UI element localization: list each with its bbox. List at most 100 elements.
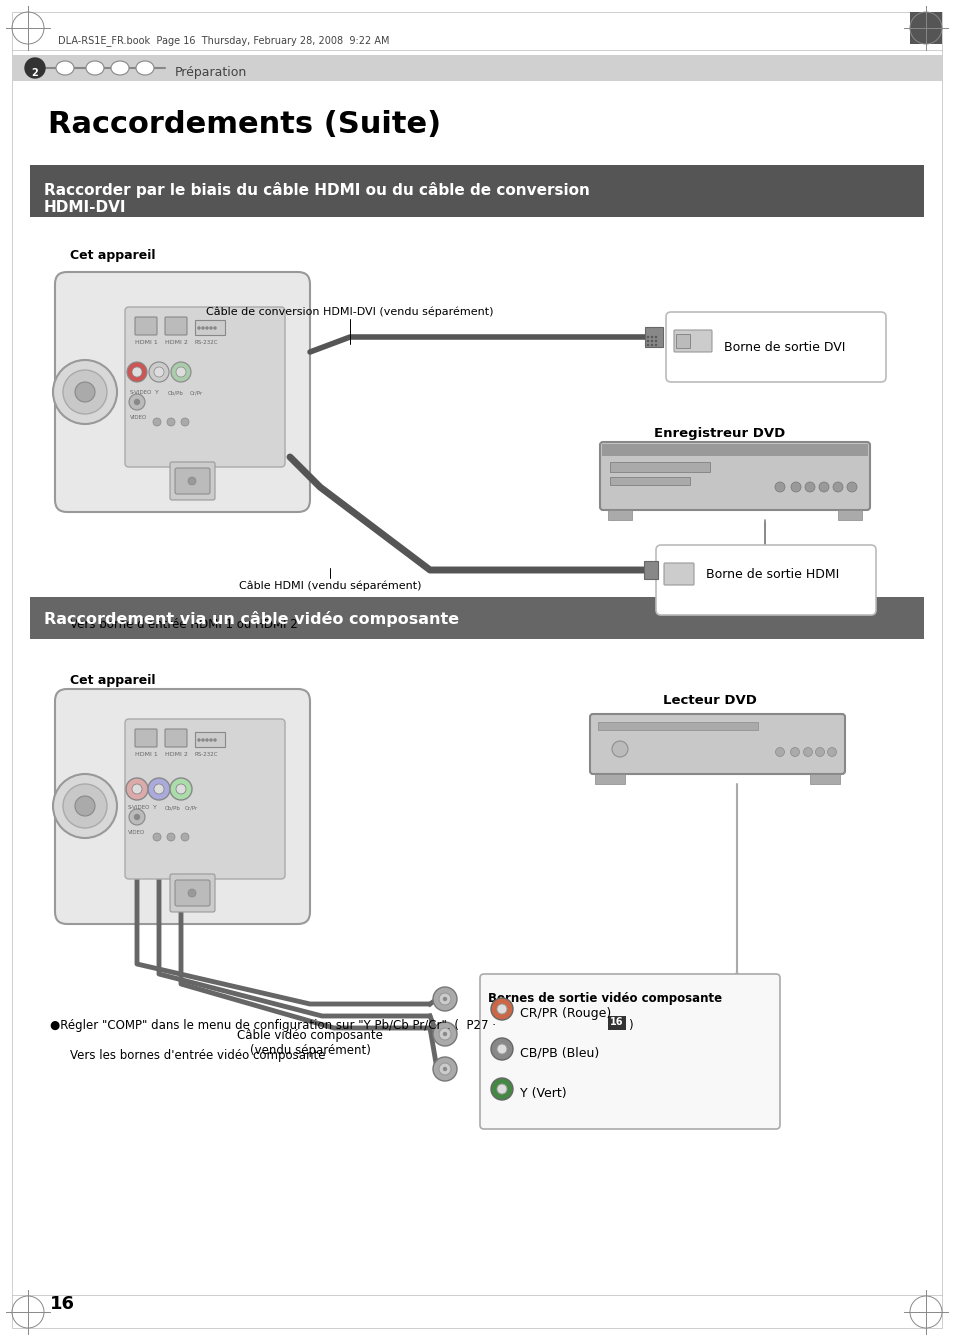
Text: Raccorder par le biais du câble HDMI ou du câble de conversion: Raccorder par le biais du câble HDMI ou … [44,182,589,198]
FancyBboxPatch shape [55,689,310,925]
FancyBboxPatch shape [170,462,214,500]
Text: Raccordement via un câble vidéo composante: Raccordement via un câble vidéo composan… [44,611,458,627]
Circle shape [153,367,164,377]
FancyBboxPatch shape [174,468,210,494]
Bar [644,327,662,347]
Circle shape [213,738,216,741]
Text: CB/PB (Bleu): CB/PB (Bleu) [519,1047,598,1060]
Circle shape [433,1022,456,1047]
Circle shape [442,1032,447,1036]
Bar [30,165,923,217]
Text: DLA-RS1E_FR.book  Page 16  Thursday, February 28, 2008  9:22 AM: DLA-RS1E_FR.book Page 16 Thursday, Febru… [58,35,389,46]
Circle shape [832,482,842,492]
Circle shape [442,1067,447,1071]
Circle shape [491,1038,513,1060]
Text: 16: 16 [610,1017,623,1026]
Circle shape [646,340,648,342]
Text: HDMI 1: HDMI 1 [135,752,157,757]
Circle shape [152,833,161,842]
Text: Y: Y [154,390,159,395]
Circle shape [175,367,186,377]
Text: Lecteur DVD: Lecteur DVD [662,694,756,708]
Text: CR/PR (Rouge): CR/PR (Rouge) [519,1006,611,1020]
Bar [194,732,225,746]
Bar [607,511,631,520]
FancyBboxPatch shape [174,880,210,906]
Circle shape [438,1028,451,1040]
Bar [12,55,941,80]
Circle shape [152,418,161,426]
Circle shape [497,1084,506,1093]
Text: RS-232C: RS-232C [194,340,218,344]
Circle shape [53,360,117,423]
Text: Borne de sortie DVI: Borne de sortie DVI [723,340,844,354]
Text: HDMI 1: HDMI 1 [135,340,157,344]
Circle shape [63,784,107,828]
Circle shape [75,796,95,816]
Circle shape [612,741,627,757]
Text: Borne de sortie HDMI: Borne de sortie HDMI [705,568,839,580]
Circle shape [75,382,95,402]
Text: Enregistreur DVD: Enregistreur DVD [654,427,785,440]
Text: Câble HDMI (vendu séparément): Câble HDMI (vendu séparément) [238,580,421,591]
Text: Cb/Pb: Cb/Pb [165,805,181,809]
Circle shape [433,988,456,1010]
Circle shape [650,336,652,338]
FancyBboxPatch shape [589,714,844,775]
Bar [609,462,709,472]
FancyBboxPatch shape [170,874,214,913]
Circle shape [646,336,648,338]
Circle shape [53,775,117,838]
Text: VIDEO: VIDEO [128,829,145,835]
Circle shape [497,1004,506,1014]
Ellipse shape [56,62,74,75]
Circle shape [201,738,204,741]
Circle shape [650,344,652,346]
FancyBboxPatch shape [165,729,187,746]
Circle shape [25,58,45,78]
Circle shape [133,813,140,820]
Ellipse shape [111,62,129,75]
Circle shape [433,1057,456,1081]
Circle shape [491,1077,513,1100]
Circle shape [655,336,657,338]
Circle shape [126,779,148,800]
Circle shape [188,477,195,485]
Text: Y (Vert): Y (Vert) [519,1087,566,1100]
Bar [909,12,941,44]
Circle shape [646,344,648,346]
Circle shape [205,738,209,741]
Circle shape [213,327,216,330]
Circle shape [790,748,799,757]
Text: S-VIDEO: S-VIDEO [130,390,152,395]
FancyBboxPatch shape [135,318,157,335]
Circle shape [790,482,801,492]
Text: Bornes de sortie vidéo composante: Bornes de sortie vidéo composante [488,992,721,1005]
Circle shape [133,399,140,405]
Circle shape [148,779,170,800]
Circle shape [175,784,186,795]
Text: Cb/Pb: Cb/Pb [168,390,184,395]
Text: 16: 16 [50,1294,75,1313]
FancyBboxPatch shape [125,307,285,468]
Text: ●Régler "COMP" dans le menu de configuration sur "Y Pb/Cb Pr/Cr". (  P27 ·: ●Régler "COMP" dans le menu de configura… [50,1018,499,1032]
Circle shape [491,998,513,1020]
Circle shape [205,327,209,330]
Text: HDMI 2: HDMI 2 [165,340,188,344]
Circle shape [774,482,784,492]
FancyBboxPatch shape [599,442,869,511]
Bar [643,561,658,579]
Text: VIDEO: VIDEO [130,415,147,419]
FancyBboxPatch shape [479,974,780,1130]
Circle shape [818,482,828,492]
Circle shape [802,748,812,757]
Text: Câble de conversion HDMI-DVI (vendu séparément): Câble de conversion HDMI-DVI (vendu sépa… [206,307,494,318]
Bar [609,477,689,485]
Circle shape [129,809,145,825]
Text: 2: 2 [31,68,38,78]
Circle shape [170,779,192,800]
Bar [30,598,923,639]
Circle shape [804,482,814,492]
Circle shape [815,748,823,757]
Text: Cet appareil: Cet appareil [70,674,155,687]
